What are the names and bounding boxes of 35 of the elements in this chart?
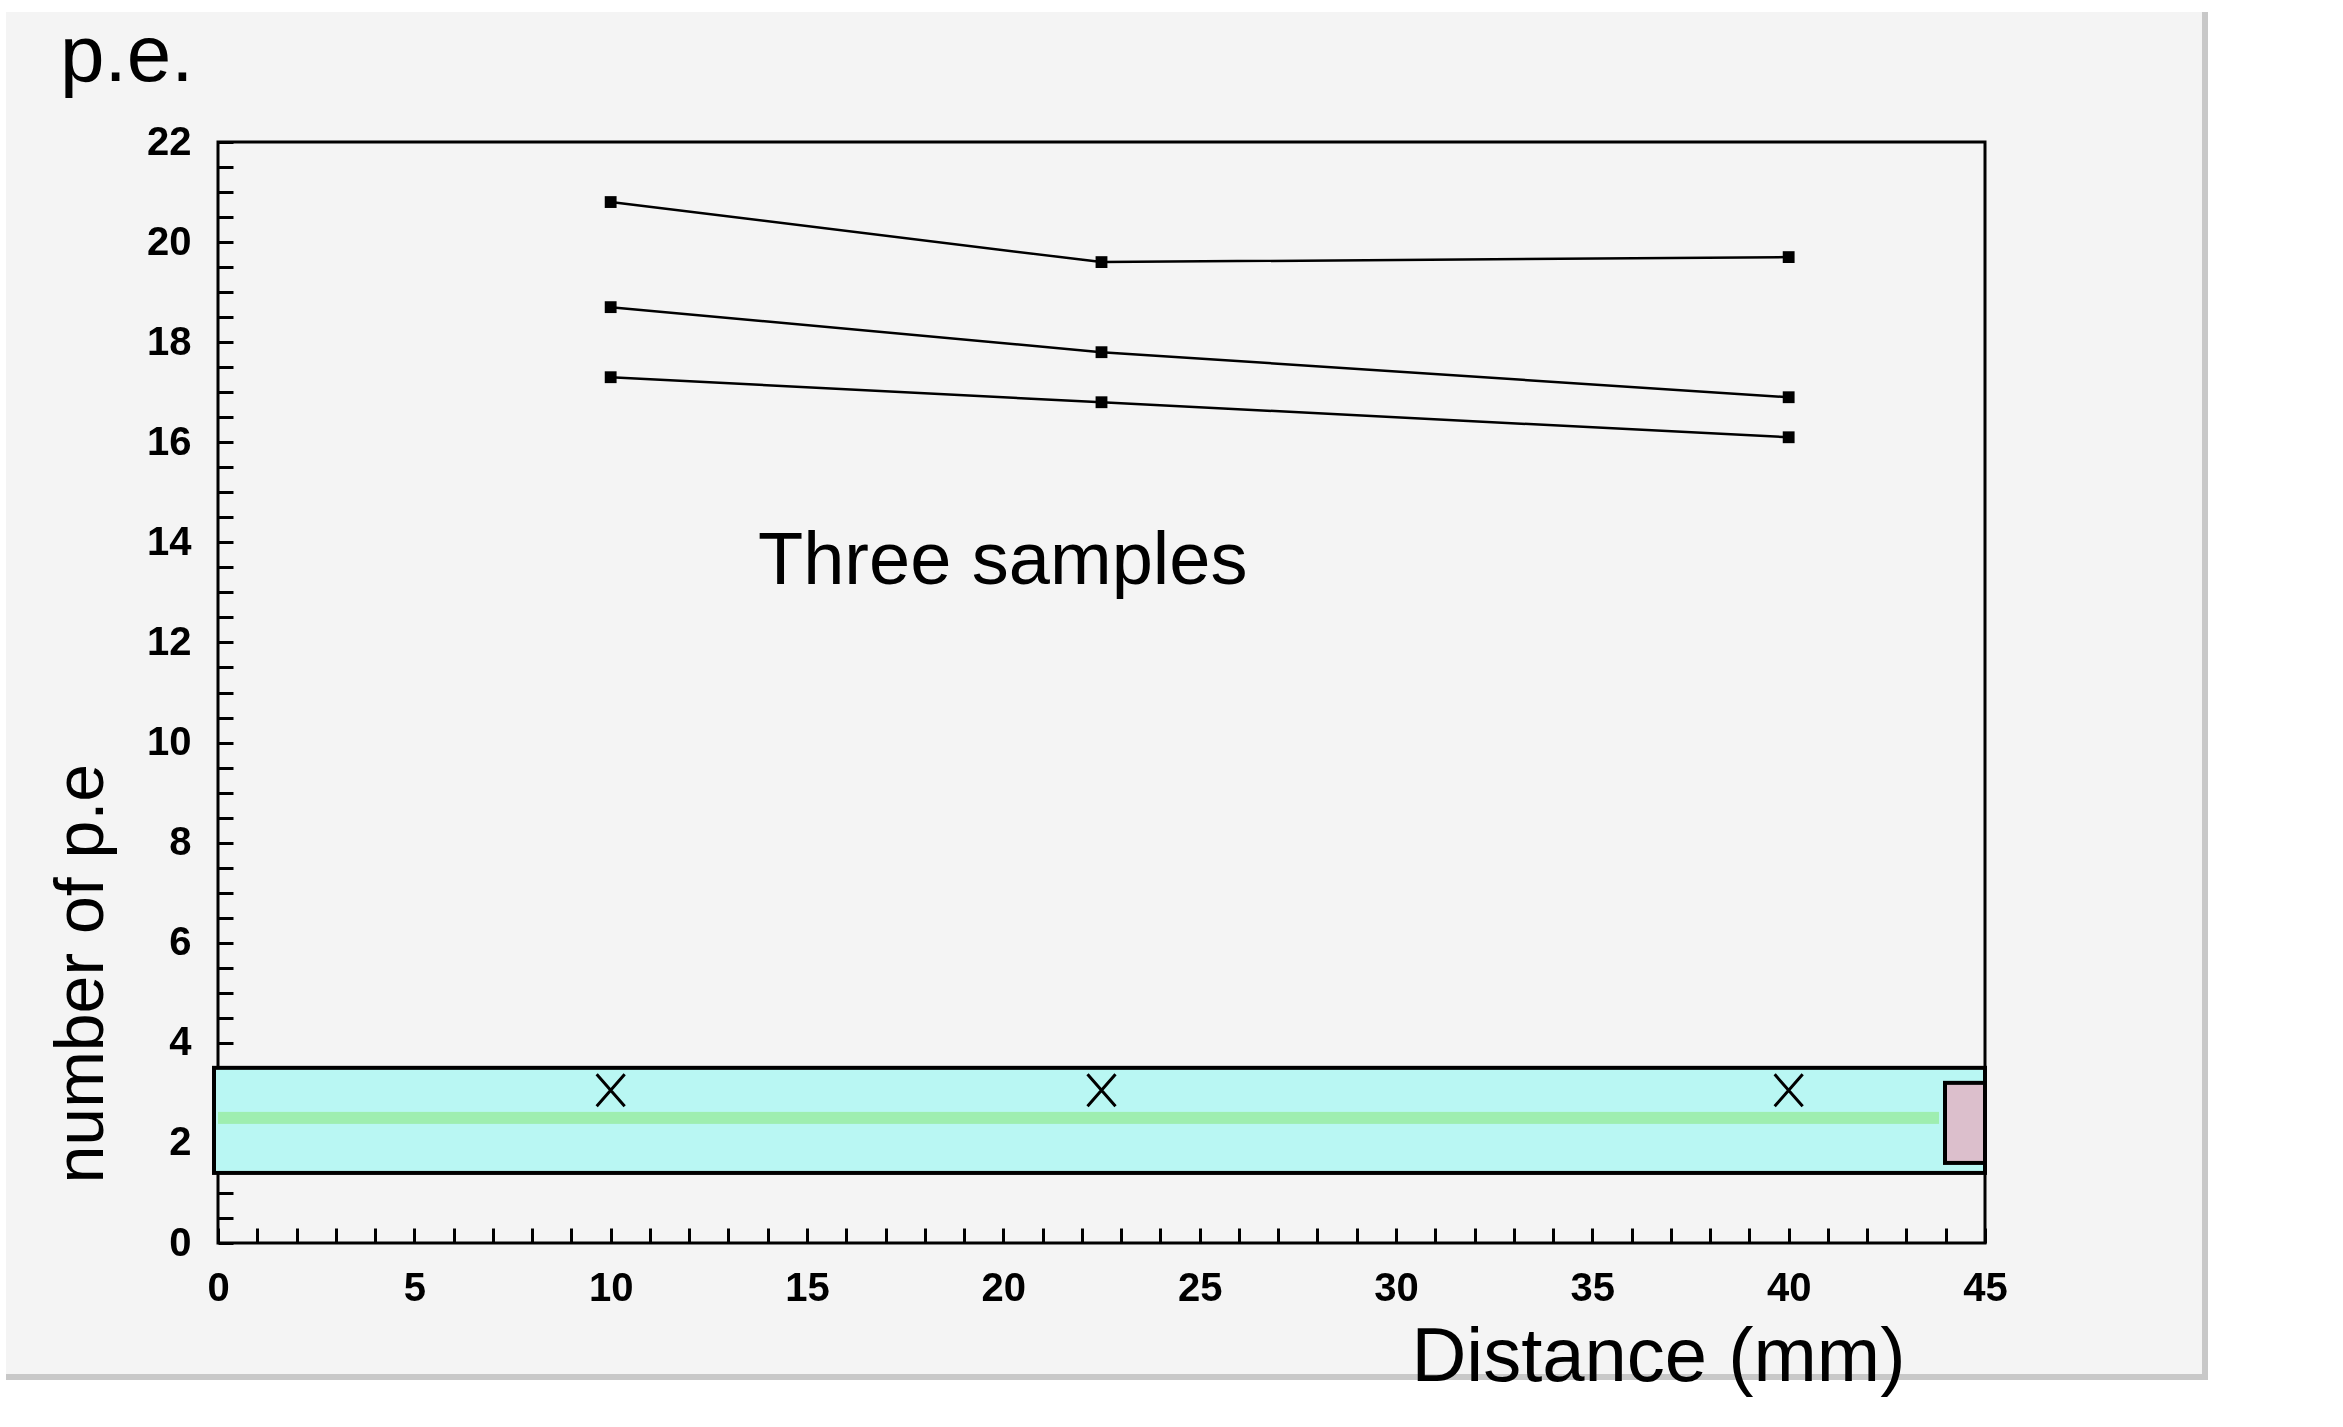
point <box>1095 346 1108 359</box>
y-tick-label: 12 <box>147 618 192 663</box>
point <box>604 371 617 384</box>
point <box>1782 391 1795 404</box>
y-axis-title: number of p.e <box>41 763 118 1184</box>
point <box>1095 256 1108 269</box>
y-tick-label: 0 <box>169 1219 192 1264</box>
x-tick-label: 35 <box>1570 1264 1616 1309</box>
x-tick-label: 45 <box>1963 1264 2008 1309</box>
chart-title: p.e. <box>60 9 194 98</box>
y-tick-label: 20 <box>147 218 192 263</box>
x-tick-label: 30 <box>1374 1264 1419 1309</box>
point <box>1095 396 1108 409</box>
x-tick-label: 0 <box>207 1264 230 1309</box>
x-tick-label: 25 <box>1177 1264 1223 1309</box>
x-tick-label: 5 <box>403 1264 426 1309</box>
y-tick-label: 14 <box>147 518 193 563</box>
y-tick-label: 6 <box>169 919 192 964</box>
x-tick-label: 10 <box>588 1264 634 1309</box>
y-tick-label: 18 <box>147 318 192 363</box>
x-tick-label: 15 <box>785 1264 830 1309</box>
point <box>604 301 617 314</box>
y-tick-label: 2 <box>169 1119 192 1164</box>
point <box>1782 251 1795 264</box>
annotation: Three samples <box>758 517 1248 600</box>
x-tick-label: 20 <box>981 1264 1027 1309</box>
y-tick-label: 4 <box>169 1019 193 1064</box>
y-tick-label: 10 <box>147 719 192 764</box>
x-tick-label: 40 <box>1766 1264 1812 1309</box>
y-tick-label: 16 <box>147 418 192 463</box>
y-tick-label: 22 <box>147 118 192 163</box>
y-tick-label: 8 <box>169 819 192 864</box>
point <box>1782 431 1795 444</box>
x-axis-title: Distance (mm) <box>1411 1311 1906 1397</box>
point <box>604 196 617 208</box>
